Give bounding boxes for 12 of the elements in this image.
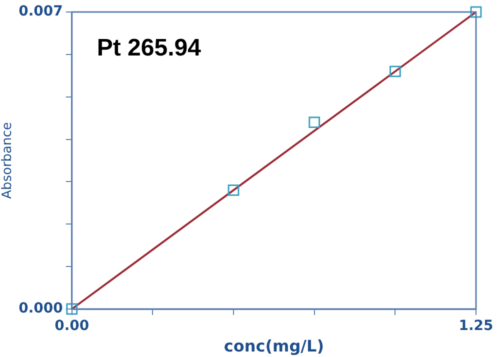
point [470,6,482,18]
point [308,116,320,128]
point [389,66,401,78]
point [228,184,240,196]
x-tick-label: 1.25 [458,318,494,334]
annotation: Pt 265.94 [96,34,202,62]
y-tick-label: 0.007 [18,4,63,20]
point [66,303,78,315]
y-tick-label: 0.000 [18,300,64,317]
y-axis-title: Absorbance [0,122,16,199]
x-tick-label: 0.00 [54,318,90,334]
x-axis-title: conc(mg/L) [224,336,324,356]
